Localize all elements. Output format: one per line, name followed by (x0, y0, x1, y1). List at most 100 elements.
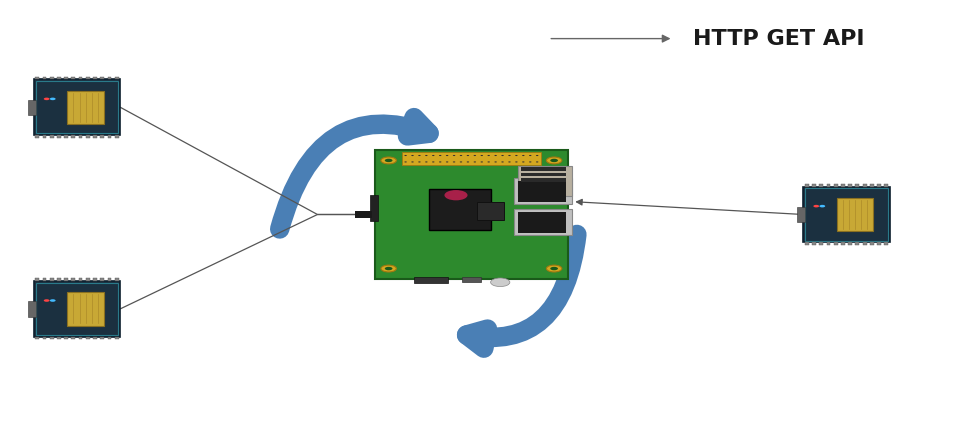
Circle shape (507, 155, 510, 156)
Circle shape (515, 155, 517, 156)
Circle shape (546, 157, 561, 164)
Circle shape (550, 159, 557, 162)
Bar (876, 242, 880, 245)
Circle shape (453, 161, 455, 163)
Bar (42, 278, 46, 281)
Circle shape (819, 205, 825, 208)
Circle shape (381, 157, 396, 164)
Bar (819, 242, 823, 245)
Circle shape (501, 155, 504, 156)
Bar (28, 301, 36, 317)
Circle shape (490, 278, 509, 287)
FancyBboxPatch shape (34, 281, 120, 337)
Bar (804, 184, 808, 187)
Bar (36, 135, 39, 138)
Bar (64, 77, 68, 79)
Circle shape (522, 161, 524, 163)
Bar (848, 184, 851, 187)
Bar (71, 77, 75, 79)
Circle shape (529, 161, 530, 163)
Bar (862, 184, 866, 187)
Circle shape (418, 155, 420, 156)
Circle shape (50, 299, 56, 302)
Circle shape (410, 155, 413, 156)
Bar (50, 77, 54, 79)
Circle shape (494, 155, 497, 156)
FancyBboxPatch shape (517, 166, 572, 196)
Bar (114, 337, 118, 339)
Circle shape (507, 161, 510, 163)
Bar (71, 337, 75, 339)
Bar (114, 278, 118, 281)
Circle shape (522, 155, 524, 156)
Bar (64, 278, 68, 281)
Circle shape (546, 265, 561, 272)
FancyBboxPatch shape (513, 178, 572, 204)
Bar (28, 100, 36, 115)
Bar (108, 77, 111, 79)
Bar (833, 184, 837, 187)
Bar (825, 242, 829, 245)
FancyBboxPatch shape (802, 187, 889, 242)
Circle shape (425, 161, 427, 163)
Bar (57, 135, 61, 138)
Circle shape (459, 155, 461, 156)
Circle shape (501, 161, 504, 163)
Bar (521, 167, 565, 171)
Circle shape (466, 155, 469, 156)
Bar (876, 184, 880, 187)
Bar (36, 337, 39, 339)
Bar (370, 195, 378, 221)
Circle shape (550, 267, 557, 270)
Bar (413, 277, 448, 283)
Bar (64, 135, 68, 138)
Circle shape (529, 155, 530, 156)
Bar (114, 135, 118, 138)
Circle shape (431, 161, 434, 163)
Bar (869, 242, 873, 245)
Bar (862, 242, 866, 245)
Circle shape (812, 205, 818, 208)
Bar (86, 135, 89, 138)
Circle shape (44, 299, 50, 302)
Circle shape (535, 161, 538, 163)
Bar (100, 77, 104, 79)
Bar (71, 135, 75, 138)
Bar (521, 173, 565, 176)
Text: HTTP GET API: HTTP GET API (692, 29, 863, 48)
Bar (848, 242, 851, 245)
Bar (100, 278, 104, 281)
Bar (854, 184, 858, 187)
Circle shape (535, 155, 538, 156)
Bar (36, 77, 39, 79)
Circle shape (384, 267, 392, 270)
Circle shape (404, 161, 407, 163)
Circle shape (473, 161, 476, 163)
Circle shape (50, 98, 56, 100)
FancyBboxPatch shape (517, 181, 565, 202)
Bar (100, 337, 104, 339)
Bar (521, 178, 565, 182)
FancyBboxPatch shape (836, 198, 873, 231)
Circle shape (431, 155, 434, 156)
Circle shape (445, 155, 448, 156)
Bar (50, 337, 54, 339)
Bar (811, 184, 815, 187)
Bar (50, 135, 54, 138)
Circle shape (459, 161, 461, 163)
Circle shape (381, 265, 396, 272)
Bar (79, 337, 83, 339)
Bar (86, 278, 89, 281)
Circle shape (487, 155, 489, 156)
Circle shape (494, 161, 497, 163)
Bar (461, 277, 480, 282)
Bar (108, 278, 111, 281)
Bar (114, 77, 118, 79)
Circle shape (418, 161, 420, 163)
Circle shape (384, 159, 392, 162)
Bar (811, 242, 815, 245)
FancyBboxPatch shape (67, 91, 104, 124)
Bar (883, 184, 887, 187)
Bar (79, 278, 83, 281)
Bar (854, 242, 858, 245)
